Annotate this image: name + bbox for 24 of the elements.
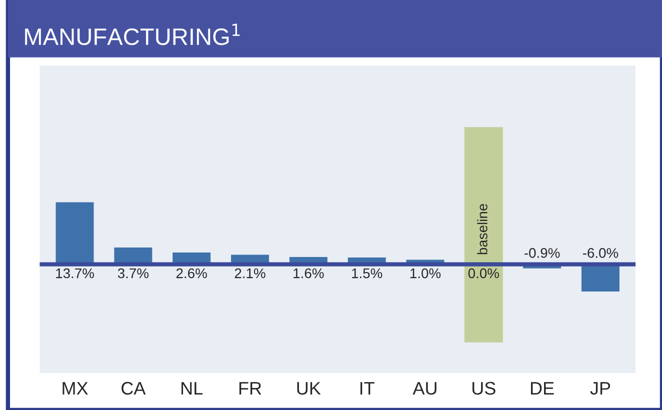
x-tick-label: FR: [239, 382, 262, 395]
data-label: -0.9%: [524, 248, 560, 258]
band-label: baseline: [477, 204, 488, 254]
x-tick-label: DE: [531, 382, 554, 395]
data-label: 1.5%: [352, 268, 382, 278]
data-label: 1.0%: [410, 268, 441, 278]
data-label: 0.0%: [468, 268, 499, 278]
x-tick-label: IT: [360, 382, 374, 395]
x-tick-label: CA: [122, 382, 146, 395]
data-label: 2.1%: [234, 268, 266, 278]
data-label: 3.7%: [118, 268, 149, 278]
data-label: 1.6%: [294, 268, 324, 278]
bar: [581, 264, 620, 292]
x-tick-label: NL: [182, 382, 203, 395]
x-tick-label: JP: [590, 382, 610, 395]
x-tick-label: UK: [297, 382, 321, 395]
data-label: 2.6%: [176, 268, 207, 278]
x-tick-label: AU: [412, 382, 436, 395]
x-tick-label: US: [472, 382, 496, 395]
data-label: 13.7%: [56, 268, 94, 278]
data-label: -6.0%: [582, 248, 618, 258]
x-tick-label: MX: [62, 382, 88, 395]
bar: [56, 202, 94, 264]
chart-title: MANUFACTURING$^{1}$: [25, 24, 240, 46]
